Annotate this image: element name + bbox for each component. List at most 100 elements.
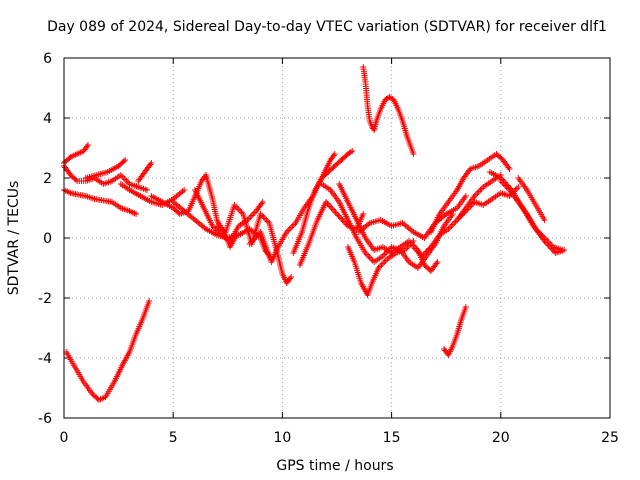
data-point bbox=[123, 178, 130, 184]
y-tick-label: 2 bbox=[43, 171, 52, 187]
data-point bbox=[334, 211, 340, 217]
data-point bbox=[349, 148, 356, 154]
data-point bbox=[410, 151, 417, 157]
data-point bbox=[434, 259, 441, 265]
data-point bbox=[379, 260, 386, 267]
data-point bbox=[478, 185, 485, 192]
y-tick-label: -4 bbox=[38, 351, 52, 367]
data-points bbox=[61, 64, 568, 403]
x-tick-label: 20 bbox=[492, 430, 510, 446]
series-track-13 bbox=[290, 148, 356, 256]
data-point bbox=[378, 262, 385, 268]
data-point bbox=[331, 208, 338, 214]
data-point bbox=[119, 173, 126, 180]
data-point bbox=[328, 205, 335, 211]
series-track-24 bbox=[515, 175, 548, 223]
plot-frame bbox=[63, 57, 611, 419]
data-point bbox=[286, 226, 293, 232]
y-axis-label: SDTVAR / TECUs bbox=[6, 181, 22, 296]
data-point bbox=[475, 188, 482, 195]
series-track-1 bbox=[61, 187, 140, 217]
data-point bbox=[120, 158, 127, 165]
data-point bbox=[462, 193, 469, 199]
data-point bbox=[325, 202, 332, 208]
data-point bbox=[515, 184, 522, 190]
data-point bbox=[332, 209, 339, 216]
series-track-20 bbox=[427, 151, 513, 235]
data-point bbox=[288, 224, 295, 231]
data-point bbox=[381, 259, 388, 265]
axis-ticks: 0 5 10 15 20 25 -6 -4 -2 0 2 4 6 bbox=[38, 51, 619, 446]
data-point bbox=[462, 304, 469, 310]
data-point bbox=[260, 214, 267, 220]
data-point bbox=[477, 187, 484, 193]
x-tick-label: 0 bbox=[60, 430, 69, 446]
y-tick-label: 0 bbox=[43, 231, 52, 247]
data-point bbox=[365, 253, 372, 259]
x-tick-label: 25 bbox=[601, 430, 619, 446]
data-point bbox=[289, 223, 296, 229]
data-point bbox=[513, 185, 520, 192]
data-point bbox=[448, 223, 455, 229]
series-track-7 bbox=[63, 298, 153, 403]
data-point bbox=[234, 205, 241, 211]
data-point bbox=[329, 206, 336, 213]
x-axis-label: GPS time / hours bbox=[276, 458, 393, 474]
data-point bbox=[237, 208, 244, 214]
data-point bbox=[327, 203, 334, 210]
data-point bbox=[72, 176, 79, 183]
x-tick-label: 15 bbox=[383, 430, 401, 446]
series-track-12 bbox=[246, 151, 338, 265]
series-track-4 bbox=[82, 157, 129, 181]
data-point bbox=[473, 191, 480, 198]
data-point bbox=[347, 149, 354, 155]
data-point bbox=[446, 224, 453, 231]
data-point bbox=[250, 211, 257, 217]
data-point bbox=[133, 211, 140, 217]
data-point bbox=[122, 157, 129, 163]
data-point bbox=[410, 244, 417, 250]
data-point bbox=[259, 199, 266, 205]
series-track-3 bbox=[61, 142, 92, 166]
y-tick-label: 6 bbox=[43, 51, 52, 67]
y-tick-label: -6 bbox=[38, 411, 52, 427]
data-point bbox=[181, 187, 188, 193]
data-point bbox=[506, 166, 513, 172]
data-point bbox=[541, 217, 548, 223]
data-point bbox=[407, 239, 414, 246]
chart-title: Day 089 of 2024, Sidereal Day-to-day VTE… bbox=[47, 19, 607, 35]
series-track-23 bbox=[497, 178, 565, 253]
x-tick-label: 10 bbox=[273, 430, 291, 446]
data-point bbox=[382, 257, 389, 264]
data-point bbox=[499, 179, 506, 186]
data-point bbox=[366, 254, 373, 261]
y-tick-label: -2 bbox=[38, 291, 52, 307]
data-point bbox=[558, 247, 565, 253]
data-point bbox=[143, 187, 150, 193]
data-point bbox=[422, 250, 429, 256]
data-point bbox=[85, 142, 92, 148]
data-point bbox=[449, 221, 456, 228]
data-point bbox=[474, 190, 481, 196]
data-point bbox=[331, 151, 338, 157]
data-point bbox=[122, 176, 129, 183]
data-point bbox=[360, 211, 367, 217]
data-point bbox=[452, 218, 459, 225]
data-point bbox=[148, 160, 155, 166]
data-point bbox=[247, 214, 254, 220]
data-point bbox=[335, 212, 342, 219]
data-point bbox=[336, 214, 343, 220]
grid bbox=[64, 58, 610, 418]
y-tick-label: 4 bbox=[43, 111, 52, 127]
data-point bbox=[263, 217, 270, 223]
data-point bbox=[451, 220, 458, 226]
x-tick-label: 5 bbox=[169, 430, 178, 446]
data-point bbox=[411, 245, 418, 252]
data-point bbox=[146, 298, 153, 304]
series-track-26 bbox=[441, 304, 469, 358]
series-track-25 bbox=[360, 64, 417, 157]
data-point bbox=[248, 212, 255, 219]
series-track-6 bbox=[135, 160, 155, 184]
data-point bbox=[288, 274, 295, 280]
